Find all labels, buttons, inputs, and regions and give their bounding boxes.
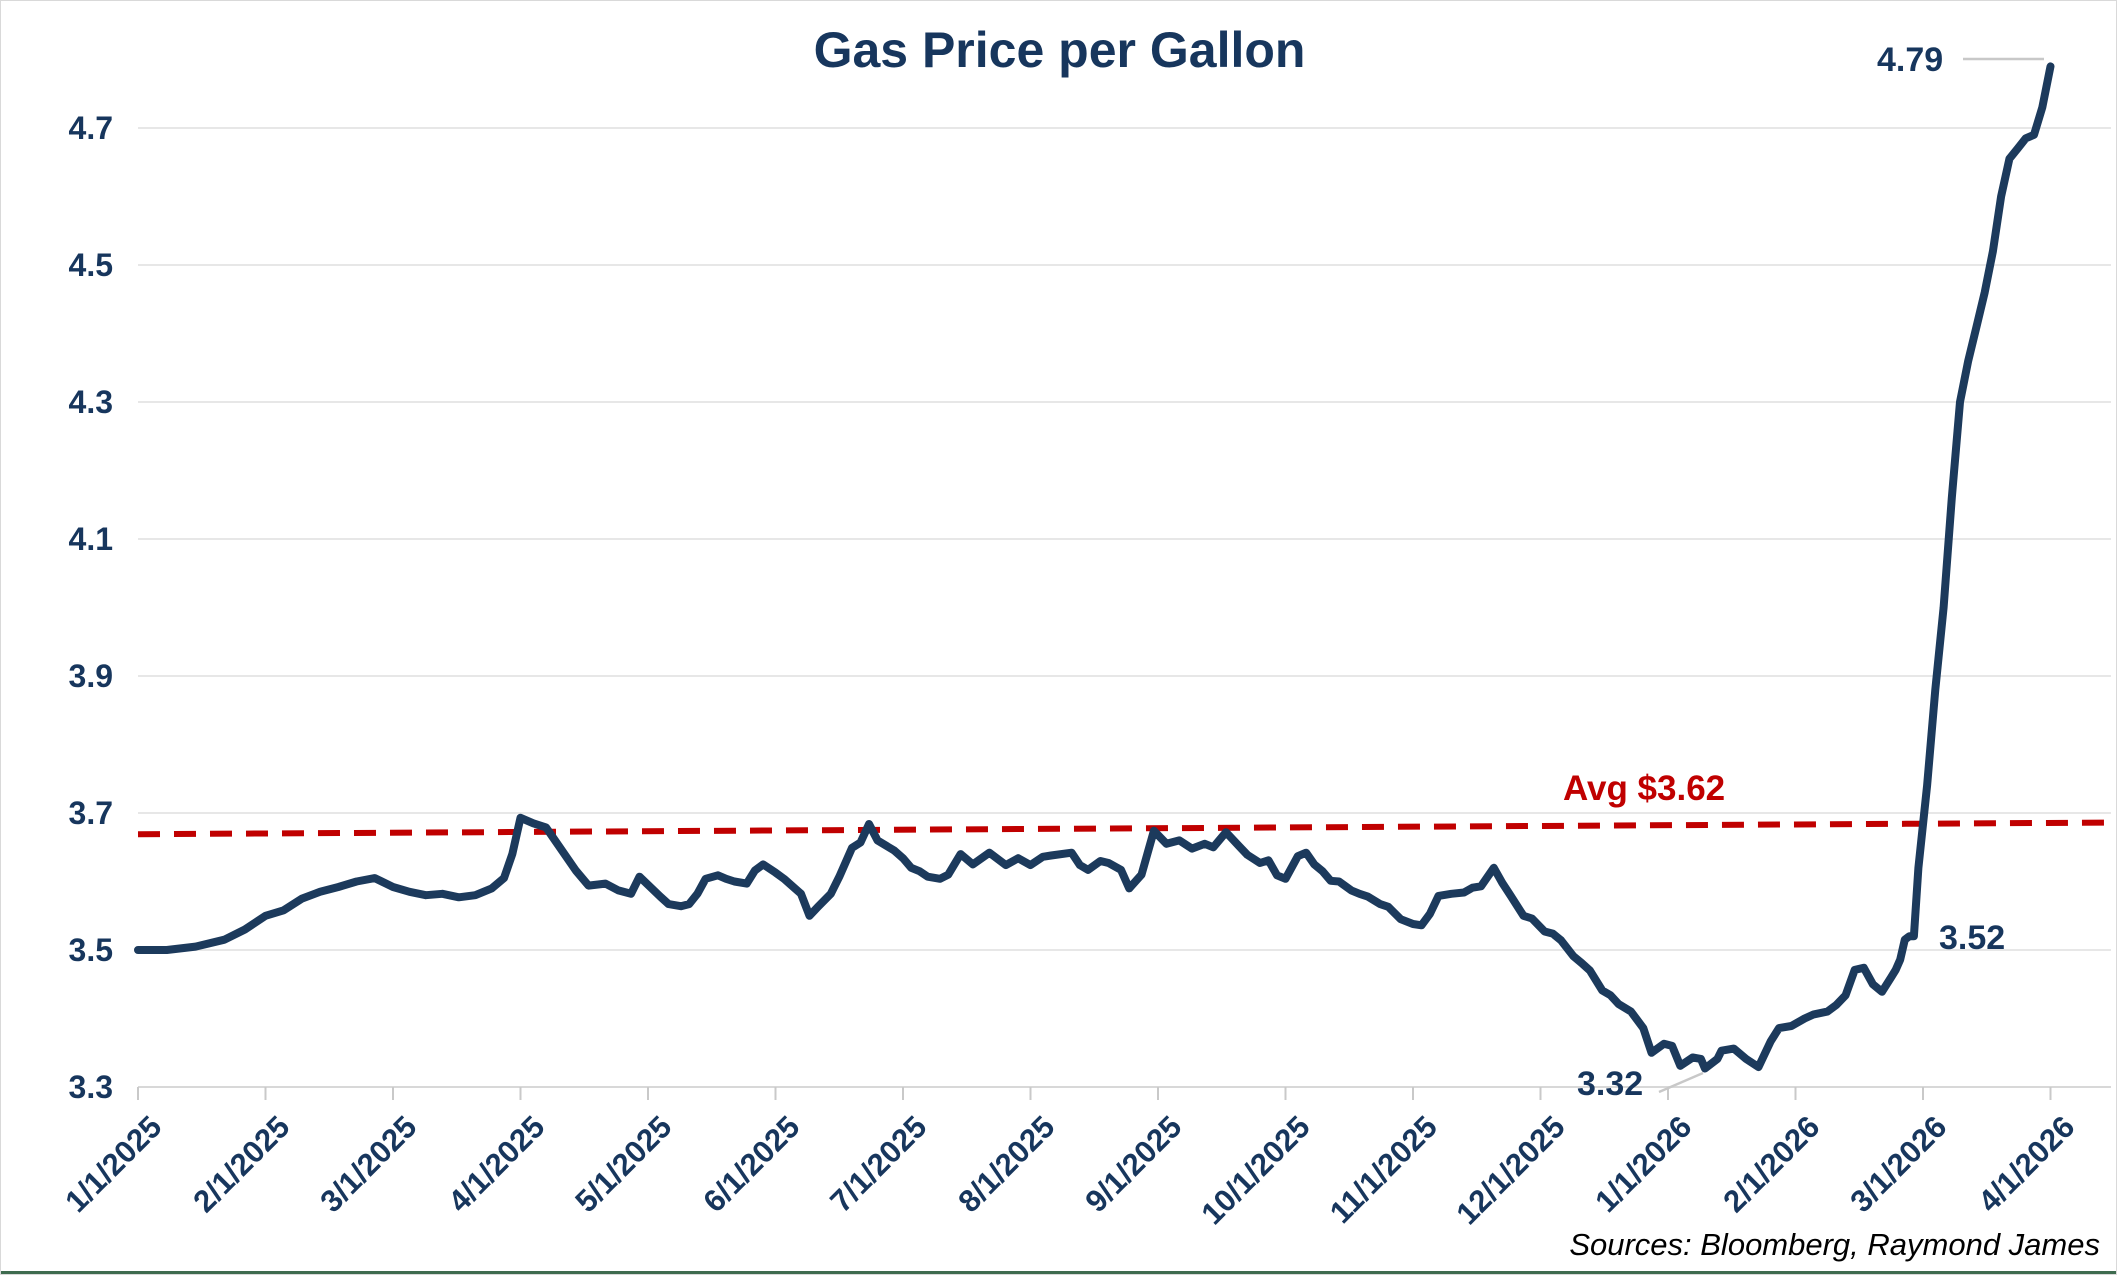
source-attribution: Sources: Bloomberg, Raymond James [1569,1227,2100,1262]
y-axis-tick-label: 4.7 [68,110,113,146]
gas-price-series-line [134,62,2055,1073]
horizontal-gridlines [138,127,2111,1088]
average-dashed-line [137,819,2112,838]
bottom-green-border [1,1271,2116,1274]
y-axis-tick-label: 3.9 [68,658,113,694]
annotation-min-value: 3.32 [1577,1065,1644,1103]
chart-title: Gas Price per Gallon [813,22,1306,78]
y-axis-tick-label: 3.3 [68,1069,113,1105]
y-axis-tick-label: 3.5 [68,932,113,968]
y-axis-tick-label: 3.7 [68,795,113,831]
average-line-label: Avg $3.62 [1563,769,1726,808]
callout-leader-line-332 [1658,1071,1704,1094]
annotation-peak-value: 4.79 [1877,41,1944,79]
y-axis-tick-label: 4.3 [68,384,113,420]
x-axis-tick-marks [137,1087,2052,1100]
y-axis-tick-label: 4.5 [68,247,113,283]
annotation-pre-spike-value: 3.52 [1939,919,2006,957]
y-axis-tick-label: 4.1 [68,521,113,557]
